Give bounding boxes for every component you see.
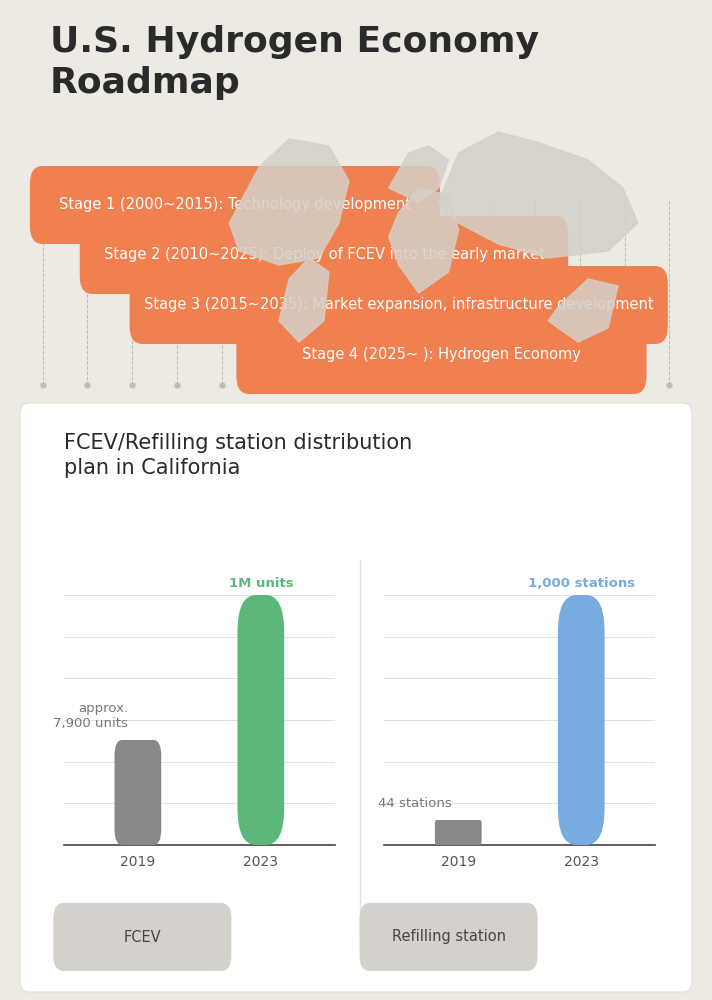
Text: Stage 3 (2015~2035): Market expansion, infrastructure development: Stage 3 (2015~2035): Market expansion, i… — [144, 298, 654, 312]
FancyBboxPatch shape — [558, 595, 604, 845]
Polygon shape — [389, 146, 449, 202]
FancyBboxPatch shape — [30, 166, 440, 244]
Text: 1M units: 1M units — [229, 577, 293, 590]
Text: Refilling station: Refilling station — [392, 930, 506, 944]
FancyBboxPatch shape — [238, 595, 284, 845]
Text: 44 stations: 44 stations — [378, 797, 452, 810]
FancyBboxPatch shape — [130, 266, 668, 344]
Text: approx.
7,900 units: approx. 7,900 units — [53, 702, 128, 730]
FancyBboxPatch shape — [236, 316, 646, 394]
FancyBboxPatch shape — [115, 740, 161, 845]
Polygon shape — [389, 188, 459, 293]
Text: Stage 1 (2000~2015): Technology development: Stage 1 (2000~2015): Technology developm… — [59, 198, 411, 213]
Polygon shape — [439, 132, 638, 258]
Text: Stage 2 (2010~2025): Deploy of FCEV into the early market: Stage 2 (2010~2025): Deploy of FCEV into… — [103, 247, 545, 262]
Text: Stage 4 (2025~ ): Hydrogen Economy: Stage 4 (2025~ ): Hydrogen Economy — [302, 348, 581, 362]
Polygon shape — [229, 139, 349, 265]
Polygon shape — [548, 279, 618, 342]
FancyBboxPatch shape — [435, 820, 481, 845]
FancyBboxPatch shape — [20, 403, 692, 992]
Text: 1,000 stations: 1,000 stations — [528, 577, 635, 590]
FancyBboxPatch shape — [360, 903, 538, 971]
Polygon shape — [279, 258, 329, 342]
FancyBboxPatch shape — [53, 903, 231, 971]
Text: FCEV: FCEV — [124, 930, 161, 944]
FancyBboxPatch shape — [80, 216, 568, 294]
Text: U.S. Hydrogen Economy
Roadmap: U.S. Hydrogen Economy Roadmap — [50, 25, 539, 100]
Text: FCEV/Refilling station distribution
plan in California: FCEV/Refilling station distribution plan… — [64, 433, 412, 478]
